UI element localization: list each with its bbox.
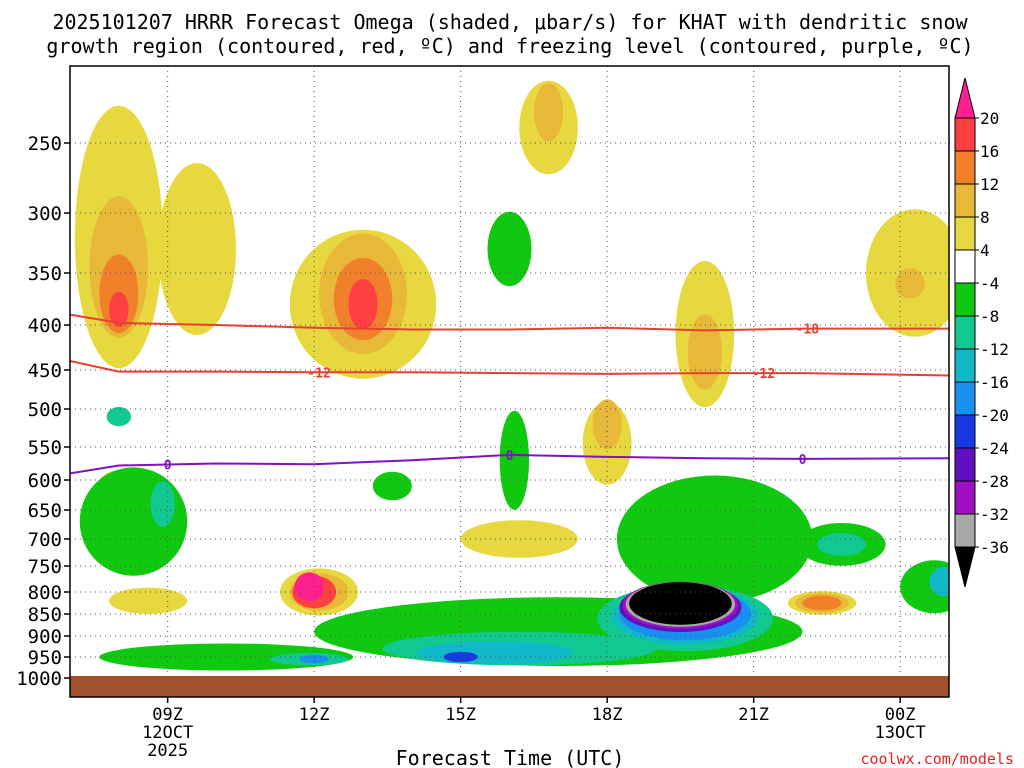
x-tick-date-09Z: 12OCT	[142, 723, 193, 743]
omega-shading-layer	[74, 80, 949, 671]
y-tick-label-600: 600	[28, 470, 62, 492]
contour-label-dgz-minus-12b: -12	[752, 367, 775, 382]
colorbar-label-8: -16	[980, 373, 1009, 392]
colorbar-label-4: 4	[980, 241, 990, 260]
omega-region-32	[106, 407, 132, 427]
omega-region-10	[533, 83, 564, 142]
omega-region-30	[499, 410, 530, 510]
x-tick-label-21Z: 21Z	[738, 705, 769, 725]
colorbar-segment-9	[954, 381, 976, 416]
colorbar-segment-10	[954, 414, 976, 449]
contour-dgz-minus-18	[70, 313, 949, 332]
omega-region-19	[109, 587, 188, 614]
colorbar-segment-12	[954, 480, 976, 515]
colorbar-label-0: 20	[980, 109, 999, 128]
y-tick-label-850: 850	[28, 604, 62, 626]
omega-region-3	[109, 291, 129, 327]
colorbar-label-11: -28	[980, 472, 1009, 491]
y-tick-label-250: 250	[28, 133, 62, 155]
contour-label-freezing-level-0: 0	[164, 458, 172, 473]
colorbar-segment-3	[954, 183, 976, 218]
omega-region-24	[460, 520, 578, 558]
colorbar-segment-6	[954, 282, 976, 317]
contour-dgz-minus-12	[70, 360, 949, 377]
colorbar-segment-7	[954, 315, 976, 350]
omega-region-12	[592, 399, 622, 450]
omega-region-14	[687, 314, 722, 390]
y-tick-label-300: 300	[28, 203, 62, 225]
plot-border	[69, 65, 950, 698]
y-tick-label-750: 750	[28, 556, 62, 578]
colorbar-label-13: -36	[980, 538, 1009, 557]
omega-region-39	[616, 475, 813, 603]
contour-layer: -18 -12 -12 0 0 0	[70, 313, 949, 475]
omega-region-41	[416, 641, 573, 665]
x-axis-label: Forecast Time (UTC)	[396, 746, 625, 768]
colorbar-label-3: 8	[980, 208, 990, 227]
omega-region-23	[294, 572, 324, 602]
colorbar-segment-1	[954, 117, 976, 152]
y-tick-label-450: 450	[28, 360, 62, 382]
omega-region-51	[817, 532, 866, 557]
colorbar-label-12: -32	[980, 505, 1009, 524]
x-tick-date-00Z: 13OCT	[875, 723, 926, 743]
contour-label-freezing-level-0c: 0	[799, 453, 807, 468]
colorbar-label-5: -4	[980, 274, 999, 293]
omega-region-16	[895, 268, 925, 299]
y-tick-label-400: 400	[28, 315, 62, 337]
colorbar-segment-13	[954, 513, 976, 548]
omega-region-4	[157, 163, 237, 335]
omega-region-8	[348, 278, 378, 330]
omega-region-31	[79, 467, 188, 576]
omega-region-37	[299, 655, 329, 664]
colorbar-label-7: -12	[980, 340, 1009, 359]
colorbar-segment-4	[954, 216, 976, 251]
y-tick-label-650: 650	[28, 500, 62, 522]
ground-strip	[70, 676, 949, 697]
y-tick-label-950: 950	[28, 647, 62, 669]
footer-credit: coolwx.com/models	[860, 750, 1014, 768]
colorbar-segment-8	[954, 348, 976, 383]
chart-title-line-2: growth region (contoured, red, ºC) and f…	[46, 34, 973, 58]
omega-region-49	[629, 582, 732, 625]
omega-region-53	[929, 566, 949, 597]
y-tick-label-1000: 1000	[16, 668, 62, 690]
colorbar-label-10: -24	[980, 439, 1009, 458]
y-tick-label-550: 550	[28, 437, 62, 459]
colorbar-label-9: -20	[980, 406, 1009, 425]
x-tick-year-09Z: 2025	[147, 741, 188, 761]
colorbar-segment-5	[954, 249, 976, 284]
x-tick-label-00Z: 00Z	[885, 705, 916, 725]
plot-area	[70, 66, 949, 697]
omega-region-33	[150, 481, 175, 527]
x-tick-label-12Z: 12Z	[299, 705, 330, 725]
x-tick-label-18Z: 18Z	[592, 705, 623, 725]
y-tick-label-800: 800	[28, 582, 62, 604]
contour-label-dgz-minus-18: -18	[796, 323, 820, 338]
colorbar-label-6: -8	[980, 307, 999, 326]
colorbar-label-2: 12	[980, 175, 999, 194]
colorbar-bottom-arrow	[954, 546, 976, 588]
x-tick-label-15Z: 15Z	[445, 705, 476, 725]
y-tick-label-350: 350	[28, 263, 62, 285]
y-tick-label-500: 500	[28, 399, 62, 421]
y-tick-label-700: 700	[28, 529, 62, 551]
contour-label-dgz-minus-12: -12	[307, 366, 330, 381]
colorbar-label-1: 16	[980, 142, 999, 161]
omega-region-29	[487, 211, 532, 287]
colorbar-segment-2	[954, 150, 976, 185]
omega-region-27	[802, 595, 842, 611]
colorbar-top-arrow	[954, 77, 976, 119]
chart-title-line-1: 2025101207 HRRR Forecast Omega (shaded, …	[52, 10, 968, 34]
colorbar-segment-11	[954, 447, 976, 482]
omega-region-34	[372, 471, 412, 501]
y-tick-label-900: 900	[28, 626, 62, 648]
contour-label-freezing-level-0b: 0	[506, 449, 514, 464]
colorbar: 20 16 12 8 4 -4 -8 -12 -16 -20 -24 -28 -32 -36	[954, 77, 1009, 588]
x-tick-label-09Z: 09Z	[152, 705, 183, 725]
contour-freezing-level-0	[70, 453, 949, 475]
